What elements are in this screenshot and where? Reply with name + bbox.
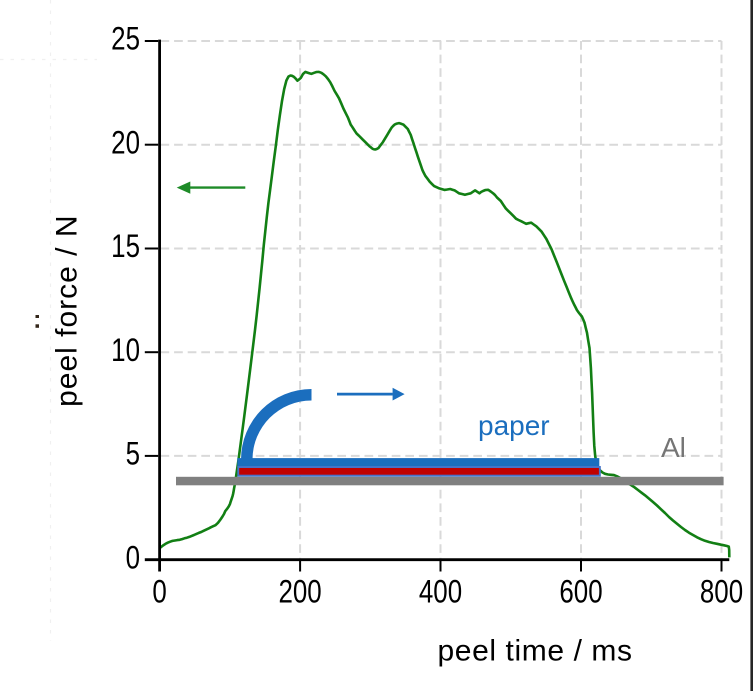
svg-text:peel time / ms: peel time / ms: [438, 634, 633, 667]
svg-text:400: 400: [419, 575, 462, 610]
svg-text:200: 200: [278, 575, 321, 610]
svg-text:5: 5: [126, 437, 140, 472]
svg-text:Al: Al: [661, 432, 686, 463]
svg-text:25: 25: [111, 22, 140, 57]
svg-text:0: 0: [152, 575, 166, 610]
svg-text:paper: paper: [478, 410, 550, 441]
svg-text:10: 10: [111, 333, 140, 368]
svg-text:800: 800: [700, 575, 743, 610]
svg-text:20: 20: [111, 126, 140, 161]
svg-text:0: 0: [126, 541, 140, 576]
svg-text:600: 600: [559, 575, 602, 610]
svg-text:peel force / N: peel force / N: [51, 214, 84, 406]
svg-text:15: 15: [111, 230, 140, 265]
